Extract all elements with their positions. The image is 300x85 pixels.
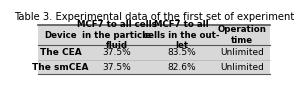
Text: MCF7 to all
cells in the out-
let: MCF7 to all cells in the out- let xyxy=(143,20,220,50)
Bar xyxy=(38,25,270,74)
Text: 83.5%: 83.5% xyxy=(167,48,196,57)
Text: 82.6%: 82.6% xyxy=(167,63,196,72)
Text: MCF7 to all cells
in the particle
fluid: MCF7 to all cells in the particle fluid xyxy=(77,20,156,50)
Text: 37.5%: 37.5% xyxy=(102,48,131,57)
Text: Table 3. Experimental data of the first set of experiment: Table 3. Experimental data of the first … xyxy=(14,12,294,22)
Text: Unlimited: Unlimited xyxy=(220,63,264,72)
Text: Device: Device xyxy=(44,31,77,40)
Text: The CEA: The CEA xyxy=(40,48,82,57)
Text: Unlimited: Unlimited xyxy=(220,48,264,57)
Text: The smCEA: The smCEA xyxy=(32,63,89,72)
Text: 37.5%: 37.5% xyxy=(102,63,131,72)
Text: Operation
time: Operation time xyxy=(218,25,266,45)
